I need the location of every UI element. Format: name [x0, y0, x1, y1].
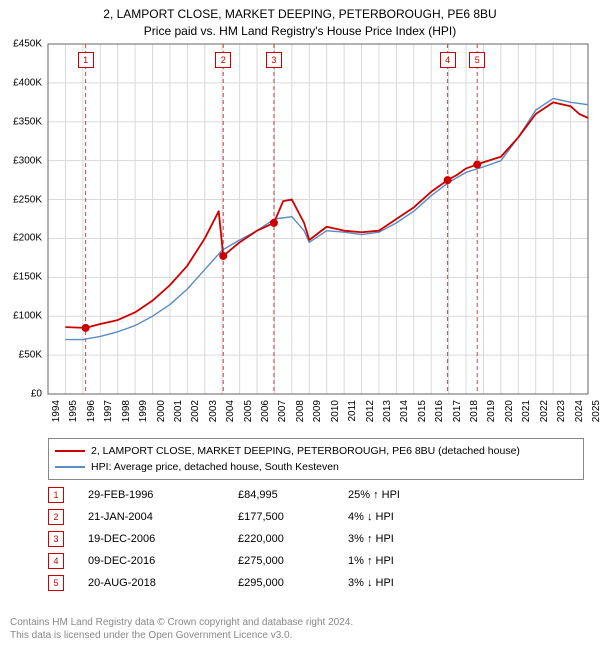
sale-pct: 4% ↓ HPI: [348, 511, 468, 523]
x-tick-label: 2019: [486, 400, 497, 422]
sale-date: 19-DEC-2006: [88, 533, 238, 545]
sale-marker-3: 3: [266, 52, 282, 68]
sale-date: 21-JAN-2004: [88, 511, 238, 523]
y-tick-label: £250K: [2, 194, 42, 205]
legend-row-property: 2, LAMPORT CLOSE, MARKET DEEPING, PETERB…: [55, 443, 577, 459]
x-tick-label: 1996: [86, 400, 97, 422]
y-tick-label: £400K: [2, 77, 42, 88]
sale-price: £220,000: [238, 533, 348, 545]
y-tick-label: £350K: [2, 116, 42, 127]
x-tick-label: 2023: [556, 400, 567, 422]
x-tick-label: 1999: [138, 400, 149, 422]
x-tick-label: 1998: [121, 400, 132, 422]
chart-area: £0£50K£100K£150K£200K£250K£300K£350K£400…: [48, 44, 588, 394]
sale-row-marker: 5: [48, 575, 64, 591]
y-tick-label: £200K: [2, 233, 42, 244]
legend-swatch-hpi: [55, 466, 85, 468]
x-tick-label: 2010: [330, 400, 341, 422]
chart-container: 2, LAMPORT CLOSE, MARKET DEEPING, PETERB…: [0, 0, 600, 650]
sale-marker-4: 4: [440, 52, 456, 68]
x-tick-label: 2013: [382, 400, 393, 422]
x-tick-label: 2024: [574, 400, 585, 422]
x-tick-label: 1997: [103, 400, 114, 422]
y-tick-label: £100K: [2, 311, 42, 322]
y-tick-label: £150K: [2, 272, 42, 283]
x-tick-label: 2021: [521, 400, 532, 422]
x-tick-label: 2009: [312, 400, 323, 422]
x-tick-label: 2025: [591, 400, 600, 422]
sale-marker-1: 1: [78, 52, 94, 68]
x-tick-label: 2006: [260, 400, 271, 422]
sale-row-marker: 3: [48, 531, 64, 547]
x-tick-label: 2012: [365, 400, 376, 422]
sale-price: £275,000: [238, 555, 348, 567]
x-tick-label: 2018: [469, 400, 480, 422]
sale-date: 29-FEB-1996: [88, 489, 238, 501]
footer-line1: Contains HM Land Registry data © Crown c…: [10, 616, 353, 629]
x-tick-label: 2011: [347, 400, 358, 422]
sale-price: £295,000: [238, 577, 348, 589]
sales-row: 5 20-AUG-2018£295,0003% ↓ HPI: [48, 572, 584, 594]
sale-pct: 25% ↑ HPI: [348, 489, 468, 501]
x-tick-label: 2002: [190, 400, 201, 422]
chart-svg: [48, 44, 588, 394]
sale-row-marker: 1: [48, 487, 64, 503]
sales-row: 2 21-JAN-2004£177,5004% ↓ HPI: [48, 506, 584, 528]
x-tick-label: 2016: [434, 400, 445, 422]
sale-pct: 1% ↑ HPI: [348, 555, 468, 567]
x-tick-label: 2007: [277, 400, 288, 422]
x-tick-label: 2017: [452, 400, 463, 422]
x-tick-label: 2014: [399, 400, 410, 422]
x-tick-label: 2008: [295, 400, 306, 422]
sales-table: 1 29-FEB-1996£84,99525% ↑ HPI 2 21-JAN-2004…: [48, 484, 584, 594]
footer: Contains HM Land Registry data © Crown c…: [10, 616, 353, 642]
sale-marker-5: 5: [469, 52, 485, 68]
sale-date: 20-AUG-2018: [88, 577, 238, 589]
y-tick-label: £450K: [2, 39, 42, 50]
x-tick-label: 2020: [504, 400, 515, 422]
footer-line2: This data is licensed under the Open Gov…: [10, 629, 353, 642]
x-tick-label: 2000: [156, 400, 167, 422]
sale-marker-2: 2: [215, 52, 231, 68]
sale-row-marker: 2: [48, 509, 64, 525]
sale-price: £84,995: [238, 489, 348, 501]
sale-date: 09-DEC-2016: [88, 555, 238, 567]
legend-box: 2, LAMPORT CLOSE, MARKET DEEPING, PETERB…: [48, 438, 584, 480]
y-tick-label: £50K: [2, 350, 42, 361]
sales-row: 1 29-FEB-1996£84,99525% ↑ HPI: [48, 484, 584, 506]
legend-label-property: 2, LAMPORT CLOSE, MARKET DEEPING, PETERB…: [91, 445, 520, 457]
sale-pct: 3% ↓ HPI: [348, 577, 468, 589]
x-tick-label: 2004: [225, 400, 236, 422]
x-tick-label: 2003: [208, 400, 219, 422]
title-block: 2, LAMPORT CLOSE, MARKET DEEPING, PETERB…: [0, 0, 600, 40]
title-line2: Price paid vs. HM Land Registry's House …: [0, 23, 600, 40]
legend-row-hpi: HPI: Average price, detached house, Sout…: [55, 459, 577, 475]
title-line1: 2, LAMPORT CLOSE, MARKET DEEPING, PETERB…: [0, 6, 600, 23]
legend-swatch-property: [55, 450, 85, 452]
sale-price: £177,500: [238, 511, 348, 523]
x-tick-label: 2005: [243, 400, 254, 422]
sale-pct: 3% ↑ HPI: [348, 533, 468, 545]
x-tick-label: 2022: [539, 400, 550, 422]
sale-row-marker: 4: [48, 553, 64, 569]
x-tick-label: 2015: [417, 400, 428, 422]
x-tick-label: 1994: [51, 400, 62, 422]
x-tick-label: 1995: [68, 400, 79, 422]
sales-row: 3 19-DEC-2006£220,0003% ↑ HPI: [48, 528, 584, 550]
legend-label-hpi: HPI: Average price, detached house, Sout…: [91, 461, 339, 473]
y-tick-label: £0: [2, 389, 42, 400]
y-tick-label: £300K: [2, 155, 42, 166]
x-tick-label: 2001: [173, 400, 184, 422]
sales-row: 4 09-DEC-2016£275,0001% ↑ HPI: [48, 550, 584, 572]
